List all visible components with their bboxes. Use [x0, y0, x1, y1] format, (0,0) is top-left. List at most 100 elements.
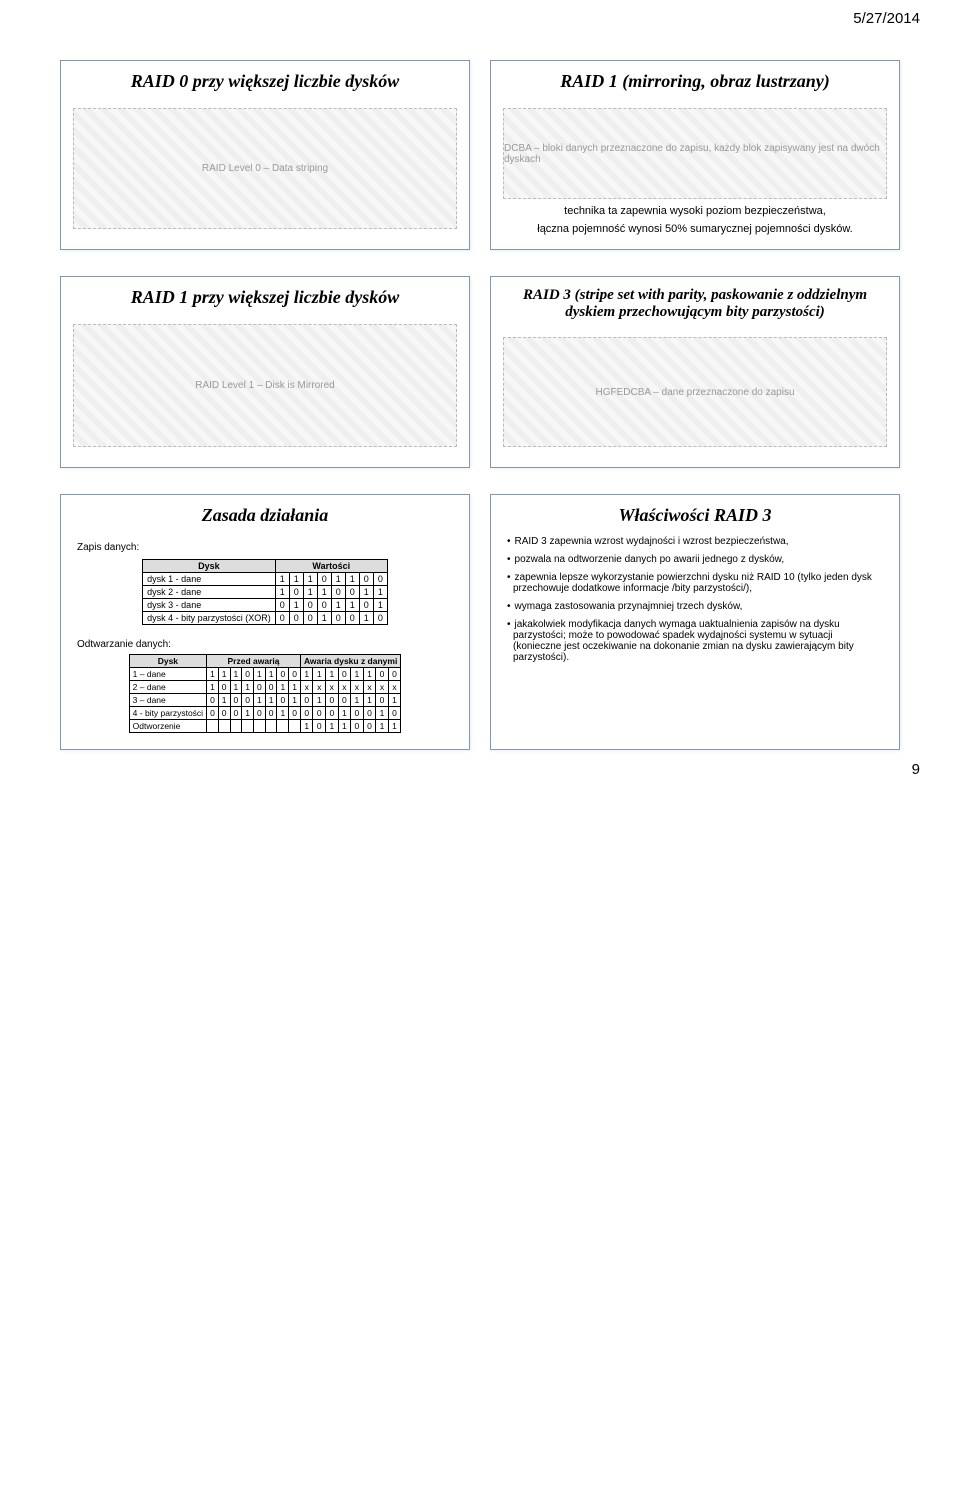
- bit-cell: 0: [277, 668, 289, 681]
- bit-cell: 0: [338, 694, 351, 707]
- bit-cell: 1: [289, 573, 303, 586]
- property-item: pozwala na odtworzenie danych po awarii …: [507, 554, 883, 565]
- bit-cell: 1: [303, 573, 317, 586]
- bit-cell: 1: [359, 586, 373, 599]
- row-label: 4 - bity parzystości: [129, 707, 206, 720]
- col-header: Awaria dysku z danymi: [300, 655, 400, 668]
- bit-cell: 0: [317, 573, 331, 586]
- bit-cell: 0: [289, 612, 303, 625]
- row-label: 3 – dane: [129, 694, 206, 707]
- bit-cell: 1: [363, 668, 376, 681]
- bit-cell: 1: [359, 612, 373, 625]
- slide-title: RAID 1 (mirroring, obraz lustrzany): [503, 71, 887, 92]
- bit-cell: 1: [345, 599, 359, 612]
- bit-cell: 1: [331, 573, 345, 586]
- bit-cell: 1: [265, 694, 277, 707]
- properties-list: RAID 3 zapewnia wzrost wydajności i wzro…: [503, 536, 887, 670]
- page: 5/27/2014 RAID 0 przy większej liczbie d…: [0, 0, 960, 786]
- odtwarzanie-table: DyskPrzed awariąAwaria dysku z danymi1 –…: [129, 654, 402, 733]
- slide-raid3: RAID 3 (stripe set with parity, paskowan…: [490, 276, 900, 468]
- bit-cell: 0: [207, 707, 219, 720]
- bit-cell: 1: [351, 668, 364, 681]
- bit-cell: 1: [373, 586, 387, 599]
- slide-raid1: RAID 1 (mirroring, obraz lustrzany) DCBA…: [490, 60, 900, 250]
- bit-cell: 0: [300, 707, 313, 720]
- bit-cell: 0: [275, 612, 289, 625]
- bit-cell: 0: [376, 668, 389, 681]
- bit-cell: x: [388, 681, 401, 694]
- slide-row: Zasada działania Zapis danych: DyskWarto…: [60, 494, 900, 750]
- slide-wlasciwosci: Właściwości RAID 3 RAID 3 zapewnia wzros…: [490, 494, 900, 750]
- slide-title: Zasada działania: [73, 505, 457, 526]
- bit-cell: [254, 720, 266, 733]
- bit-cell: [230, 720, 242, 733]
- bit-cell: 0: [345, 586, 359, 599]
- bit-cell: 0: [313, 720, 326, 733]
- bit-cell: 0: [275, 599, 289, 612]
- bit-cell: 0: [388, 668, 401, 681]
- row-label: 1 – dane: [129, 668, 206, 681]
- bit-cell: 1: [363, 694, 376, 707]
- bit-cell: 1: [338, 707, 351, 720]
- raid1-multi-diagram: RAID Level 1 – Disk is Mirrored: [73, 324, 457, 447]
- bit-cell: 0: [326, 707, 339, 720]
- bit-cell: x: [376, 681, 389, 694]
- bit-cell: 0: [289, 586, 303, 599]
- bit-cell: 1: [388, 720, 401, 733]
- page-date: 5/27/2014: [853, 10, 920, 27]
- bit-cell: 1: [326, 720, 339, 733]
- bit-cell: 0: [300, 694, 313, 707]
- bit-cell: 1: [218, 694, 230, 707]
- bit-cell: 0: [388, 707, 401, 720]
- slide-row: RAID 0 przy większej liczbie dysków RAID…: [60, 60, 900, 250]
- bit-cell: 0: [317, 599, 331, 612]
- zapis-table: DyskWartościdysk 1 - dane11101100dysk 2 …: [142, 559, 388, 625]
- bit-cell: [277, 720, 289, 733]
- slide-title: RAID 0 przy większej liczbie dysków: [73, 71, 457, 92]
- bit-cell: 1: [313, 694, 326, 707]
- bit-cell: 0: [376, 694, 389, 707]
- bit-cell: 1: [345, 573, 359, 586]
- property-item: wymaga zastosowania przynajmniej trzech …: [507, 601, 883, 612]
- bit-cell: 0: [303, 599, 317, 612]
- bit-cell: 0: [373, 573, 387, 586]
- bit-cell: [265, 720, 277, 733]
- bit-cell: [218, 720, 230, 733]
- bit-cell: x: [338, 681, 351, 694]
- bit-cell: 1: [331, 599, 345, 612]
- row-label: dysk 1 - dane: [143, 573, 276, 586]
- bit-cell: 1: [230, 668, 242, 681]
- slide-zasada: Zasada działania Zapis danych: DyskWarto…: [60, 494, 470, 750]
- bit-cell: 0: [351, 720, 364, 733]
- raid1-diagram: DCBA – bloki danych przeznaczone do zapi…: [503, 108, 887, 199]
- bit-cell: 0: [277, 694, 289, 707]
- bit-cell: 0: [254, 681, 266, 694]
- raid3-diagram: HGFEDCBA – dane przeznaczone do zapisu: [503, 337, 887, 447]
- col-header: Przed awarią: [207, 655, 301, 668]
- bit-cell: 0: [265, 681, 277, 694]
- page-number: 9: [912, 761, 920, 778]
- col-header: Wartości: [275, 560, 387, 573]
- bit-cell: 1: [300, 668, 313, 681]
- bit-cell: 0: [289, 668, 301, 681]
- bit-cell: [289, 720, 301, 733]
- bit-cell: 0: [218, 681, 230, 694]
- col-header: Dysk: [143, 560, 276, 573]
- slide-raid1-multi: RAID 1 przy większej liczbie dysków RAID…: [60, 276, 470, 468]
- bit-cell: 0: [351, 707, 364, 720]
- raid1-text1: technika ta zapewnia wysoki poziom bezpi…: [503, 205, 887, 217]
- bit-cell: 0: [218, 707, 230, 720]
- bit-cell: 1: [376, 707, 389, 720]
- bit-cell: 1: [254, 668, 266, 681]
- row-label: 2 – dane: [129, 681, 206, 694]
- bit-cell: 0: [207, 694, 219, 707]
- bit-cell: 0: [289, 707, 301, 720]
- bit-cell: 1: [289, 599, 303, 612]
- bit-cell: 1: [317, 586, 331, 599]
- bit-cell: 0: [331, 586, 345, 599]
- bit-cell: 0: [230, 694, 242, 707]
- bit-cell: x: [351, 681, 364, 694]
- bit-cell: 1: [317, 612, 331, 625]
- bit-cell: 1: [275, 573, 289, 586]
- bit-cell: 1: [351, 694, 364, 707]
